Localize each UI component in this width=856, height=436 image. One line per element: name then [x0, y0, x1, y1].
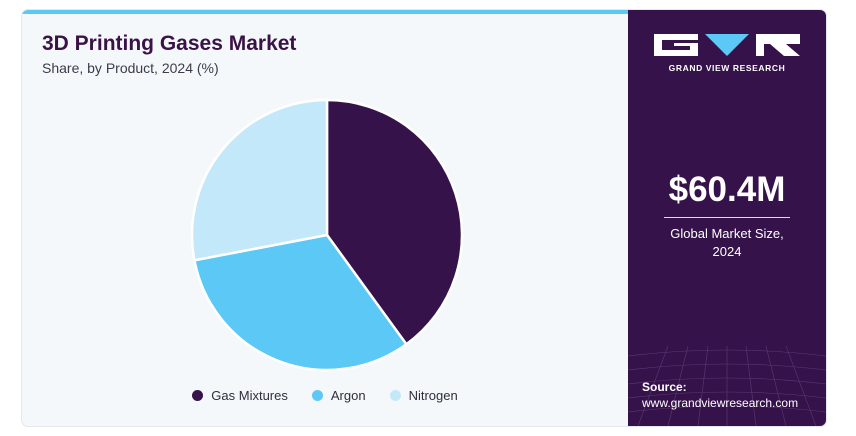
gvr-logo: GRAND VIEW RESEARCH — [654, 34, 800, 73]
logo-marks — [654, 34, 800, 56]
market-size-label-line1: Global Market Size, — [670, 226, 784, 241]
legend-item-gas-mixtures: Gas Mixtures — [192, 388, 288, 403]
pie-slice-nitrogen — [190, 98, 329, 262]
accent-bar — [22, 10, 628, 14]
market-size-value: $60.4M — [668, 170, 786, 209]
gvr-r-mark-icon — [756, 34, 800, 56]
legend-label: Argon — [330, 388, 366, 403]
market-size-label: Global Market Size, 2024 — [628, 225, 826, 261]
grid-decoration — [628, 345, 826, 426]
pie-slice-gas-mixtures — [325, 98, 464, 346]
summary-panel: GRAND VIEW RESEARCH $60.4M Global Market… — [628, 10, 826, 426]
source-url[interactable]: www.grandviewresearch.com — [642, 396, 799, 410]
gvr-v-mark-icon — [705, 34, 749, 56]
source-label: Source: — [642, 380, 687, 394]
legend-swatch — [311, 390, 323, 401]
chart-title: 3D Printing Gases Market — [42, 32, 297, 55]
legend-item-nitrogen: Nitrogen — [389, 388, 458, 403]
brand-name: GRAND VIEW RESEARCH — [668, 63, 786, 73]
legend-swatch — [389, 390, 401, 401]
pie-slice-argon — [192, 233, 409, 372]
chart-subtitle: Share, by Product, 2024 (%) — [42, 60, 219, 76]
value-divider — [664, 217, 790, 218]
pie-chart — [190, 98, 464, 372]
legend-item-argon: Argon — [311, 388, 366, 403]
market-size-label-line2: 2024 — [712, 244, 742, 259]
source-note: Source: www.grandviewresearch.com — [642, 379, 798, 411]
legend-swatch — [192, 390, 204, 401]
legend-label: Gas Mixtures — [211, 388, 288, 403]
chart-panel: 3D Printing Gases Market Share, by Produ… — [22, 10, 628, 426]
chart-legend: Gas Mixtures Argon Nitrogen — [22, 388, 628, 403]
legend-label: Nitrogen — [408, 388, 458, 403]
infographic-card: 3D Printing Gases Market Share, by Produ… — [22, 10, 826, 426]
gvr-g-mark-icon — [654, 34, 698, 56]
